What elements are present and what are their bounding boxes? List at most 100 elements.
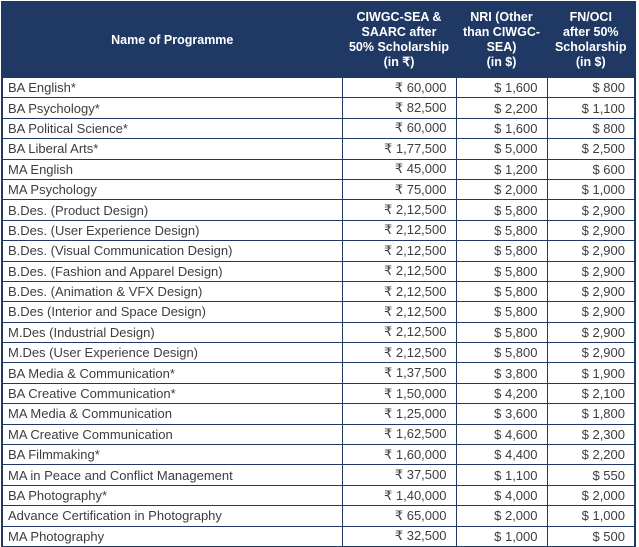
table-row: BA Filmmaking* ₹ 1,60,000 $ 4,400 $ 2,200: [1, 444, 636, 466]
fee-value-cell: $ 3,800: [455, 362, 548, 384]
table-row: M.Des (User Experience Design) ₹ 2,12,500…: [1, 342, 636, 364]
fee-value-cell: ₹ 2,12,500: [341, 301, 457, 323]
fee-value-cell: ₹ 1,40,000: [341, 484, 457, 507]
fee-value-cell: ₹ 2,12,500: [341, 240, 457, 262]
fee-value-cell: ₹ 1,60,000: [341, 444, 457, 466]
fee-value-cell: $ 600: [546, 158, 636, 180]
header-line: than CIWGC-: [462, 25, 541, 39]
programme-name-cell: MA Psychology: [1, 178, 343, 201]
fee-value-cell: $ 5,800: [455, 280, 548, 303]
programme-name-cell: M.Des (User Experience Design): [1, 342, 343, 364]
fee-value-cell: ₹ 82,500: [341, 97, 457, 119]
header-line: (in $): [575, 55, 606, 69]
fee-value-cell: $ 800: [546, 117, 636, 140]
fee-value-cell: ₹ 2,12,500: [341, 199, 457, 221]
programme-name-cell: B.Des. (Fashion and Apparel Design): [1, 260, 343, 282]
table-row: MA in Peace and Conflict Management ₹ 37,…: [1, 464, 636, 486]
fee-value-cell: $ 2,100: [546, 382, 636, 405]
fee-value-cell: $ 2,900: [546, 219, 636, 242]
programme-name-cell: Advance Certification in Photography: [1, 505, 343, 527]
programme-name-cell: BA Political Science*: [1, 117, 343, 140]
fee-value-cell: ₹ 2,12,500: [341, 260, 457, 282]
fee-value-cell: $ 4,400: [455, 444, 548, 466]
fee-value-cell: ₹ 1,62,500: [341, 423, 457, 446]
programme-name-cell: B.Des. (User Experience Design): [1, 219, 343, 242]
table-row: BA Psychology* ₹ 82,500 $ 2,200 $ 1,100: [1, 97, 636, 119]
programme-name-cell: BA Filmmaking*: [1, 444, 343, 466]
table-row: Advance Certification in Photography ₹ 65…: [1, 505, 636, 527]
col-header-fn-oci: FN/OCI after 50% Scholarship (in $): [546, 1, 636, 78]
fee-value-cell: ₹ 60,000: [341, 76, 457, 99]
programme-name-cell: MA Media & Communication: [1, 403, 343, 425]
fee-value-cell: $ 500: [546, 525, 636, 547]
table-row: BA Liberal Arts* ₹ 1,77,500 $ 5,000 $ 2,500: [1, 138, 636, 160]
fee-value-cell: $ 5,800: [455, 321, 548, 344]
programme-name-cell: B.Des. (Product Design): [1, 199, 343, 221]
fee-value-cell: ₹ 65,000: [341, 505, 457, 527]
fee-value-cell: $ 1,800: [546, 403, 636, 425]
fee-value-cell: $ 2,200: [546, 444, 636, 466]
fee-value-cell: $ 4,200: [455, 382, 548, 405]
table-row: MA Psychology ₹ 75,000 $ 2,000 $ 1,000: [1, 178, 636, 201]
header-line: FN/OCI: [569, 10, 612, 24]
table-row: B.Des. (Animation & VFX Design) ₹ 2,12,50…: [1, 280, 636, 303]
fee-value-cell: ₹ 1,37,500: [341, 362, 457, 384]
fee-value-cell: $ 4,000: [455, 484, 548, 507]
header-line: (in ₹): [383, 55, 415, 69]
programme-name-cell: BA Photography*: [1, 484, 343, 507]
table-row: BA Photography* ₹ 1,40,000 $ 4,000 $ 2,000: [1, 484, 636, 507]
fee-value-cell: $ 2,900: [546, 240, 636, 262]
fee-value-cell: ₹ 45,000: [341, 158, 457, 180]
fee-value-cell: $ 5,800: [455, 260, 548, 282]
fee-value-cell: ₹ 2,12,500: [341, 321, 457, 344]
table-row: B.Des. (User Experience Design) ₹ 2,12,50…: [1, 219, 636, 242]
header-line: Scholarship: [554, 40, 627, 54]
programme-name-cell: BA Creative Communication*: [1, 382, 343, 405]
table-row: BA Media & Communication* ₹ 1,37,500 $ 3,8…: [1, 362, 636, 384]
col-header-ciwgc-sea-saarc: CIWGC-SEA & SAARC after 50% Scholarship …: [341, 1, 457, 78]
fee-value-cell: $ 2,500: [546, 138, 636, 160]
fee-value-cell: $ 1,000: [455, 525, 548, 547]
fee-value-cell: $ 2,000: [455, 178, 548, 201]
table-row: BA English* ₹ 60,000 $ 1,600 $ 800: [1, 76, 636, 99]
fee-value-cell: $ 5,800: [455, 342, 548, 364]
fee-value-cell: $ 1,600: [455, 76, 548, 99]
header-line: CIWGC-SEA &: [356, 10, 442, 24]
programme-name-cell: BA Liberal Arts*: [1, 138, 343, 160]
programme-name-cell: B.Des. (Animation & VFX Design): [1, 280, 343, 303]
programme-name-cell: BA Psychology*: [1, 97, 343, 119]
fee-value-cell: $ 2,900: [546, 301, 636, 323]
fee-value-cell: ₹ 75,000: [341, 178, 457, 201]
header-line: (in $): [486, 55, 517, 69]
fee-value-cell: $ 4,600: [455, 423, 548, 446]
fee-value-cell: $ 2,900: [546, 199, 636, 221]
table-row: BA Creative Communication* ₹ 1,50,000 $ 4,…: [1, 382, 636, 405]
fee-value-cell: $ 1,000: [546, 178, 636, 201]
table-row: B.Des (Interior and Space Design) ₹ 2,12,…: [1, 301, 636, 323]
fee-value-cell: $ 2,200: [455, 97, 548, 119]
col-header-nri: NRI (Other than CIWGC- SEA) (in $): [455, 1, 548, 78]
fee-value-cell: ₹ 1,50,000: [341, 382, 457, 405]
fee-value-cell: $ 5,800: [455, 240, 548, 262]
table-row: MA Creative Communication ₹ 1,62,500 $ 4,6…: [1, 423, 636, 446]
table-row: B.Des. (Visual Communication Design) ₹ 2,…: [1, 240, 636, 262]
fee-value-cell: ₹ 1,77,500: [341, 138, 457, 160]
fee-value-cell: $ 3,600: [455, 403, 548, 425]
fee-value-cell: ₹ 2,12,500: [341, 280, 457, 303]
fee-value-cell: ₹ 1,25,000: [341, 403, 457, 425]
fee-value-cell: $ 2,900: [546, 280, 636, 303]
table-header: Name of Programme CIWGC-SEA & SAARC afte…: [1, 1, 636, 78]
table-row: MA English ₹ 45,000 $ 1,200 $ 600: [1, 158, 636, 180]
fee-value-cell: $ 2,000: [455, 505, 548, 527]
programme-name-cell: MA Creative Communication: [1, 423, 343, 446]
programme-name-cell: MA English: [1, 158, 343, 180]
header-row: Name of Programme CIWGC-SEA & SAARC afte…: [1, 1, 636, 78]
fee-value-cell: $ 1,200: [455, 158, 548, 180]
fee-value-cell: $ 1,600: [455, 117, 548, 140]
fee-value-cell: $ 2,900: [546, 321, 636, 344]
header-line: after 50%: [562, 25, 619, 39]
programme-name-cell: BA Media & Communication*: [1, 362, 343, 384]
programme-name-cell: B.Des (Interior and Space Design): [1, 301, 343, 323]
header-line: SEA): [486, 40, 517, 54]
